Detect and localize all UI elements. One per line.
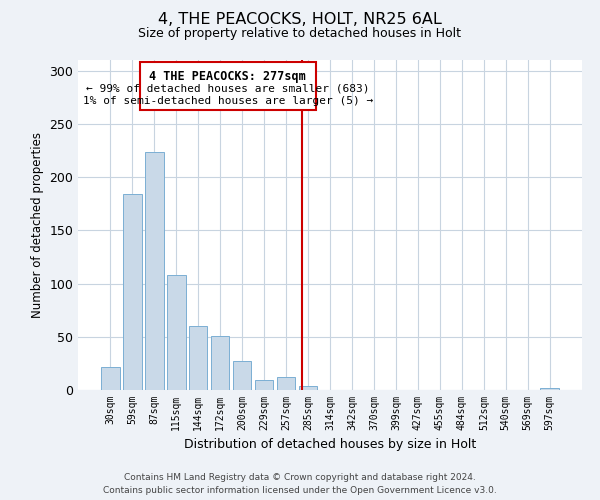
- Bar: [189, 326, 208, 390]
- Bar: [233, 362, 251, 390]
- Text: 1% of semi-detached houses are larger (5) →: 1% of semi-detached houses are larger (5…: [83, 96, 373, 106]
- Y-axis label: Number of detached properties: Number of detached properties: [31, 132, 44, 318]
- Text: Size of property relative to detached houses in Holt: Size of property relative to detached ho…: [139, 28, 461, 40]
- Bar: [101, 366, 119, 390]
- Bar: [167, 275, 185, 390]
- Bar: [211, 336, 229, 390]
- Text: 4 THE PEACOCKS: 277sqm: 4 THE PEACOCKS: 277sqm: [149, 70, 306, 82]
- X-axis label: Distribution of detached houses by size in Holt: Distribution of detached houses by size …: [184, 438, 476, 452]
- Bar: [541, 388, 559, 390]
- Bar: [255, 380, 274, 390]
- Bar: [145, 152, 164, 390]
- FancyBboxPatch shape: [140, 62, 316, 110]
- Bar: [123, 194, 142, 390]
- Text: 4, THE PEACOCKS, HOLT, NR25 6AL: 4, THE PEACOCKS, HOLT, NR25 6AL: [158, 12, 442, 28]
- Text: Contains HM Land Registry data © Crown copyright and database right 2024.
Contai: Contains HM Land Registry data © Crown c…: [103, 473, 497, 495]
- Bar: [277, 377, 295, 390]
- Bar: [299, 386, 317, 390]
- Text: ← 99% of detached houses are smaller (683): ← 99% of detached houses are smaller (68…: [86, 84, 370, 94]
